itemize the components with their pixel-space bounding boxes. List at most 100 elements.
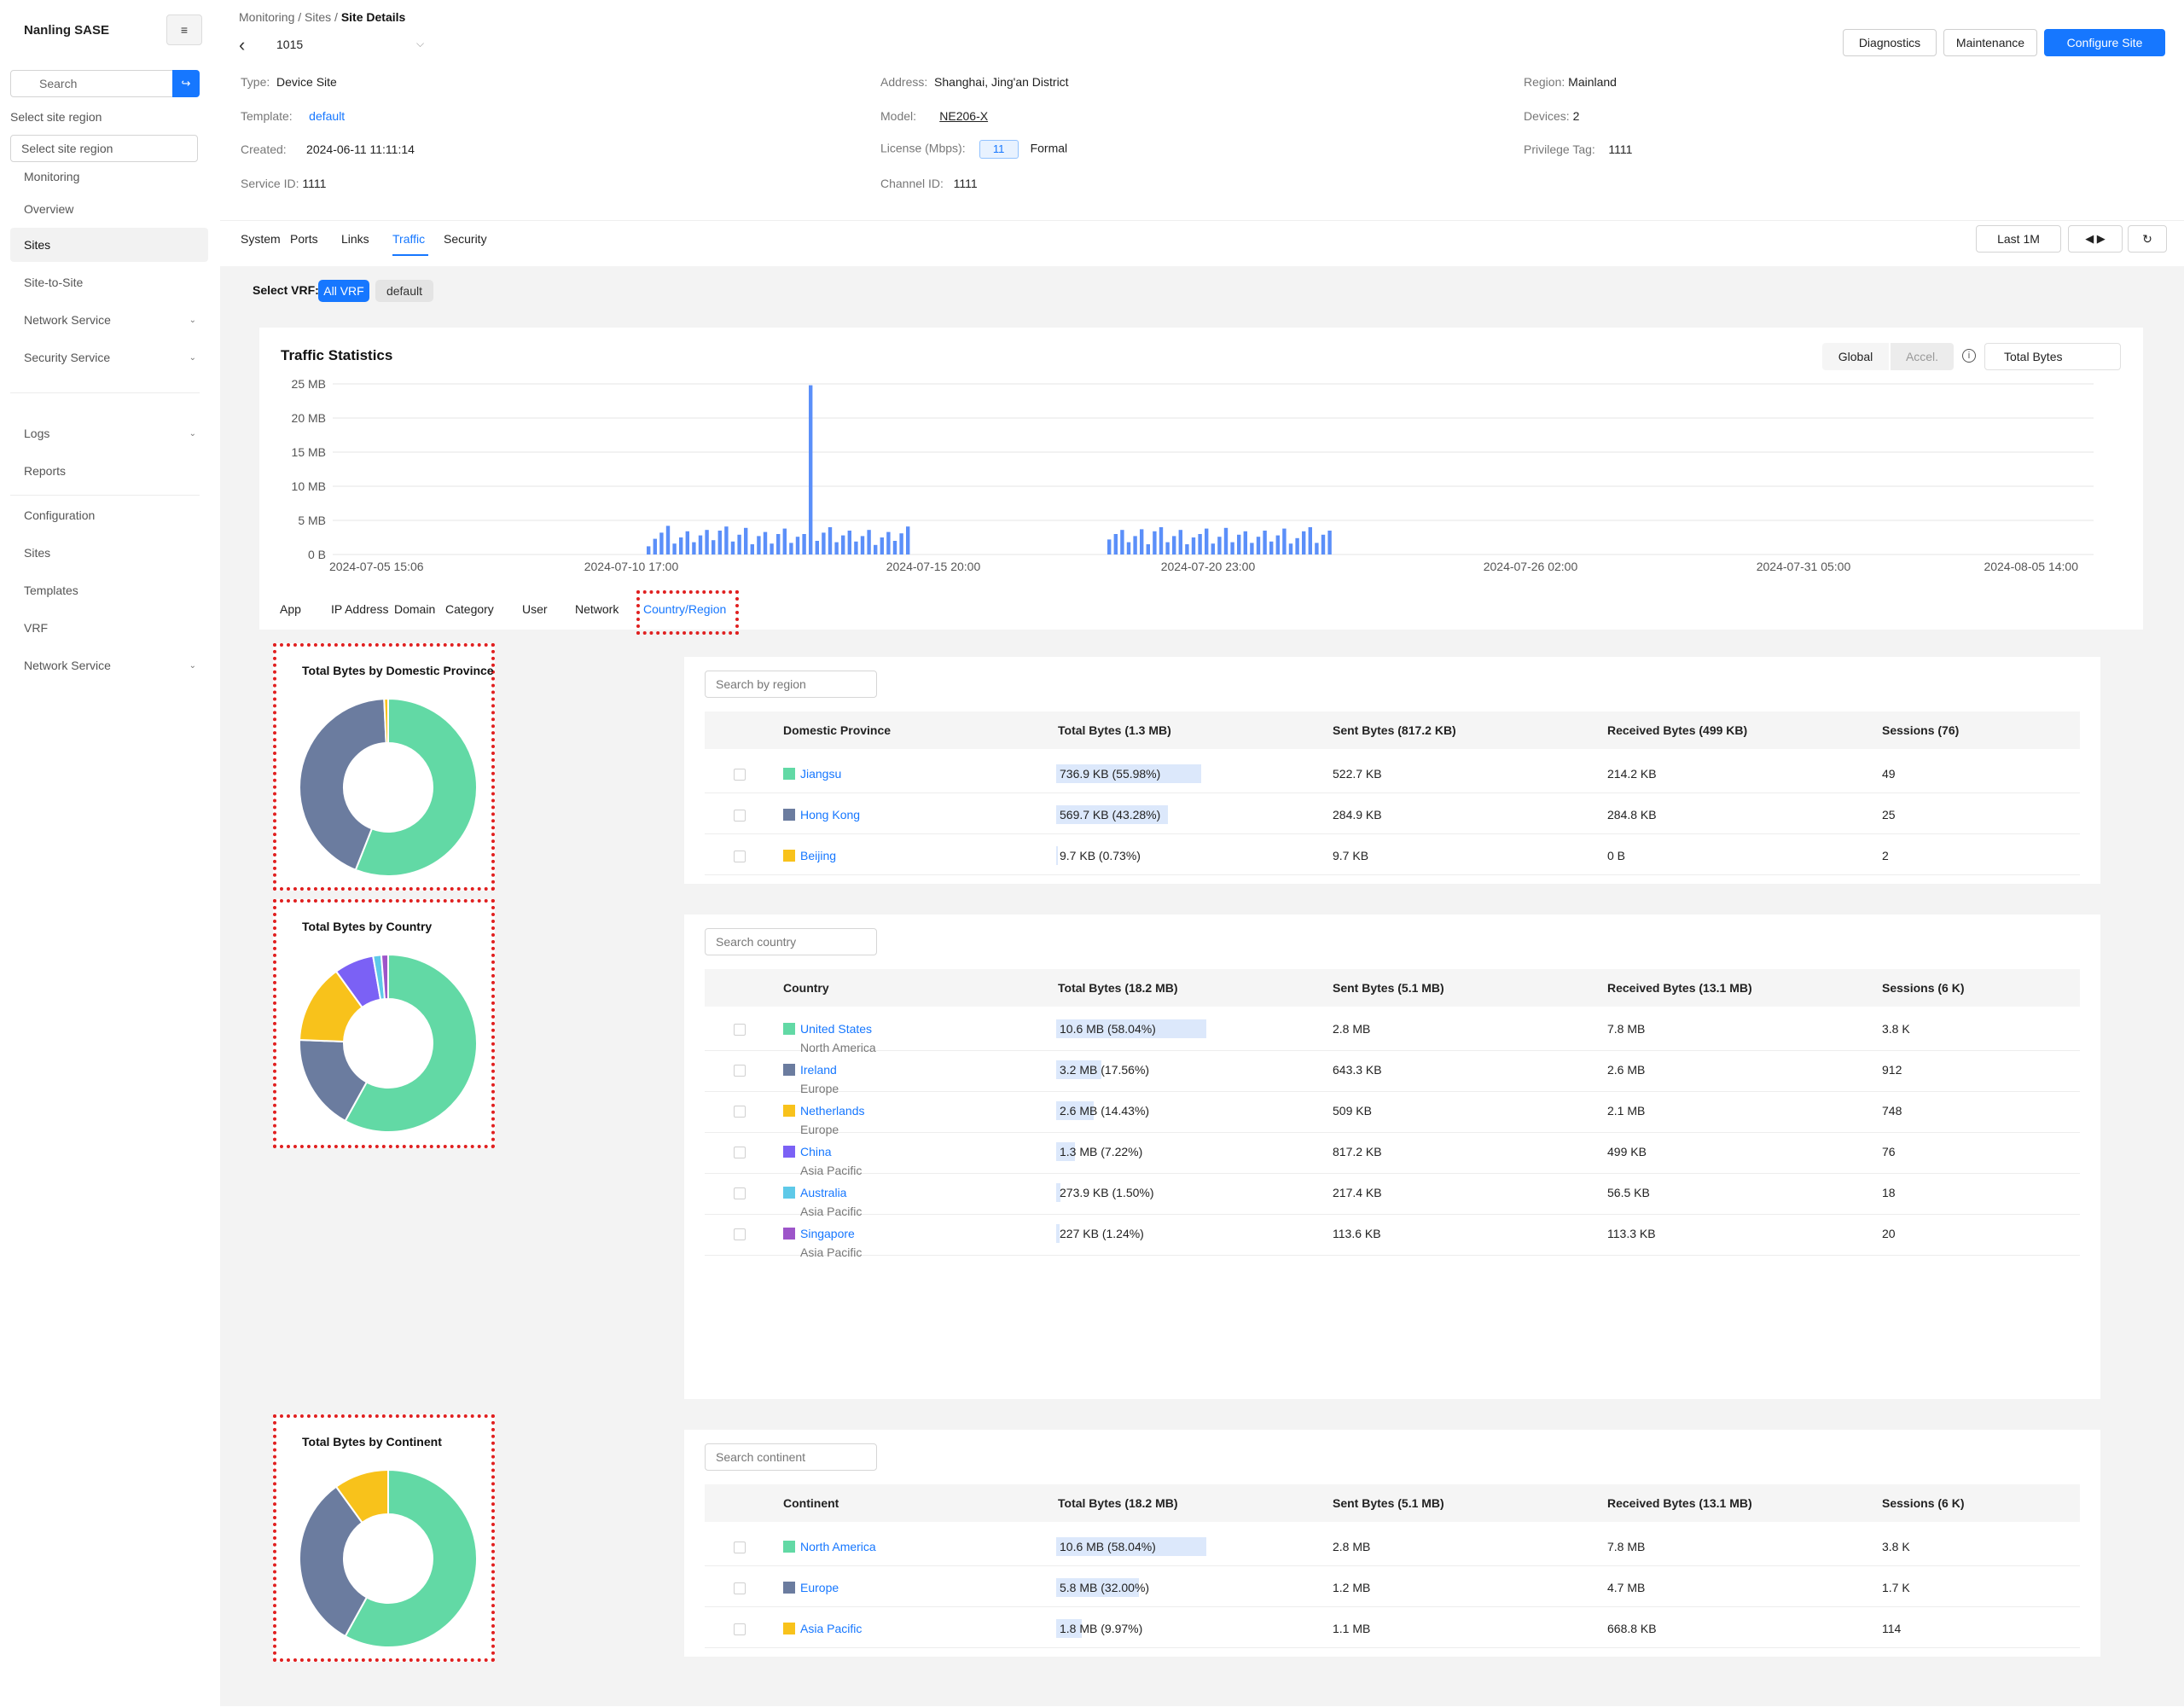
traffic-bar[interactable] (730, 541, 735, 554)
donut-slice-2[interactable] (383, 698, 389, 745)
row-name-link[interactable]: North America (800, 1540, 876, 1553)
traffic-bar[interactable] (867, 530, 871, 554)
row-checkbox[interactable] (734, 851, 746, 862)
donut-slice-1[interactable] (299, 698, 387, 872)
table-row[interactable]: Ireland Europe 3.2 MB (17.56%) 643.3 KB 2.6 … (705, 1051, 2080, 1095)
column-header-sent[interactable]: Sent Bytes (817.2 KB) (1333, 723, 1456, 737)
chevron-down-icon[interactable]: ⌵ (416, 38, 425, 49)
row-name-link[interactable]: Europe (800, 1581, 839, 1594)
column-header-received[interactable]: Received Bytes (499 KB) (1607, 723, 1748, 737)
column-header-sent[interactable]: Sent Bytes (5.1 MB) (1333, 981, 1444, 995)
traffic-bar[interactable] (1223, 527, 1228, 554)
nav-monitoring[interactable]: Monitoring (24, 170, 80, 183)
nav-logs[interactable]: Logs (10, 416, 208, 450)
row-name-link[interactable]: Netherlands (800, 1104, 865, 1118)
donut-slice-0[interactable] (344, 1469, 478, 1648)
traffic-bar[interactable] (750, 544, 754, 554)
traffic-bar[interactable] (757, 536, 761, 554)
row-checkbox[interactable] (734, 1542, 746, 1553)
table-row[interactable]: Asia Pacific 1.8 MB (9.97%) 1.1 MB 668.8 KB… (705, 1607, 2080, 1648)
traffic-bar[interactable] (647, 546, 651, 554)
subtab-app[interactable]: App (280, 602, 301, 616)
province-search-input[interactable]: Search by region (705, 671, 877, 698)
traffic-bar[interactable] (705, 530, 709, 554)
column-header-received[interactable]: Received Bytes (13.1 MB) (1607, 981, 1752, 995)
column-header-total[interactable]: Total Bytes (1.3 MB) (1058, 723, 1171, 737)
traffic-bar[interactable] (1120, 530, 1124, 554)
traffic-bar[interactable] (1288, 543, 1293, 554)
traffic-bar[interactable] (886, 531, 891, 554)
nav-site-to-site[interactable]: Site-to-Site (24, 276, 84, 289)
site-selector[interactable]: 1015 (276, 38, 304, 51)
sidebar-search-button[interactable]: ↪ (172, 70, 200, 97)
model-link[interactable]: NE206-X (939, 109, 989, 123)
traffic-bar[interactable] (776, 534, 781, 554)
row-checkbox[interactable] (734, 1582, 746, 1594)
traffic-bar[interactable] (1107, 539, 1112, 554)
donut-slice-0[interactable] (354, 698, 478, 877)
row-checkbox[interactable] (734, 1187, 746, 1199)
nav-network-service[interactable]: Network Service (10, 303, 208, 337)
column-header-sent[interactable]: Sent Bytes (5.1 MB) (1333, 1496, 1444, 1510)
table-row[interactable]: Hong Kong 569.7 KB (43.28%) 284.9 KB 284.8 … (705, 793, 2080, 834)
traffic-bar[interactable] (880, 537, 884, 554)
nav-reports[interactable]: Reports (24, 464, 67, 478)
row-name-link[interactable]: Jiangsu (800, 767, 842, 781)
traffic-bar[interactable] (847, 531, 851, 554)
back-arrow-icon[interactable]: ‹ (239, 34, 246, 55)
tab-system[interactable]: System (241, 232, 281, 246)
table-row[interactable]: United States North America 10.6 MB (58.04… (705, 1010, 2080, 1054)
traffic-bar[interactable] (1211, 543, 1215, 554)
nav-overview[interactable]: Overview (24, 202, 74, 216)
region-select[interactable]: Select site region (10, 135, 198, 162)
traffic-bar[interactable] (1327, 531, 1332, 554)
traffic-bar[interactable] (1295, 537, 1299, 554)
traffic-bar[interactable] (892, 541, 897, 554)
table-row[interactable]: Jiangsu 736.9 KB (55.98%) 522.7 KB 214.2 KB… (705, 752, 2080, 793)
tab-traffic[interactable]: Traffic (392, 232, 426, 246)
nav-security-service[interactable]: Security Service (10, 340, 208, 374)
subtab-category[interactable]: Category (445, 602, 494, 616)
traffic-bar[interactable] (1159, 527, 1164, 554)
traffic-bar[interactable] (1205, 528, 1209, 554)
column-header-name[interactable]: Continent (783, 1496, 839, 1510)
refresh-icon[interactable]: ↻ (2128, 225, 2167, 253)
traffic-bar[interactable] (906, 526, 910, 554)
traffic-bar[interactable] (770, 543, 774, 554)
row-checkbox[interactable] (734, 1623, 746, 1635)
traffic-bar[interactable] (828, 527, 833, 554)
accel-toggle[interactable]: Accel. (1891, 343, 1954, 370)
column-header-sessions[interactable]: Sessions (76) (1882, 723, 1960, 737)
traffic-bar[interactable] (1185, 544, 1189, 554)
subtab-user[interactable]: User (522, 602, 548, 616)
traffic-bar[interactable] (1230, 542, 1234, 554)
row-name-link[interactable]: Hong Kong (800, 808, 861, 822)
traffic-bar[interactable] (1198, 534, 1202, 554)
row-checkbox[interactable] (734, 1147, 746, 1158)
traffic-bar[interactable] (1165, 542, 1170, 554)
table-row[interactable]: North America 10.6 MB (58.04%) 2.8 MB 7.8 M… (705, 1525, 2080, 1566)
row-checkbox[interactable] (734, 1106, 746, 1118)
traffic-bar[interactable] (782, 528, 787, 554)
traffic-bar[interactable] (717, 531, 722, 554)
column-header-total[interactable]: Total Bytes (18.2 MB) (1058, 1496, 1178, 1510)
row-name-link[interactable]: Asia Pacific (800, 1622, 863, 1635)
traffic-bar[interactable] (789, 543, 793, 554)
nav-templates[interactable]: Templates (24, 584, 78, 597)
prev-next-arrows-icon[interactable]: ◀ ▶ (2068, 225, 2123, 253)
traffic-bar[interactable] (763, 531, 768, 554)
traffic-bar[interactable] (815, 541, 819, 554)
nav-sites[interactable]: Sites (10, 228, 208, 262)
row-checkbox[interactable] (734, 769, 746, 781)
column-header-total[interactable]: Total Bytes (18.2 MB) (1058, 981, 1178, 995)
table-row[interactable]: Australia Asia Pacific 273.9 KB (1.50%) 217… (705, 1174, 2080, 1218)
traffic-bar[interactable] (737, 534, 741, 554)
traffic-bar[interactable] (1178, 530, 1182, 554)
info-icon[interactable]: i (1962, 349, 1976, 363)
traffic-bar[interactable] (744, 527, 748, 554)
row-name-link[interactable]: China (800, 1145, 832, 1158)
table-row[interactable]: Singapore Asia Pacific 227 KB (1.24%) 113.6… (705, 1215, 2080, 1259)
traffic-bar[interactable] (795, 537, 800, 554)
table-row[interactable]: Europe 5.8 MB (32.00%) 1.2 MB 4.7 MB 1.7 K (705, 1566, 2080, 1607)
traffic-bar[interactable] (665, 525, 671, 554)
